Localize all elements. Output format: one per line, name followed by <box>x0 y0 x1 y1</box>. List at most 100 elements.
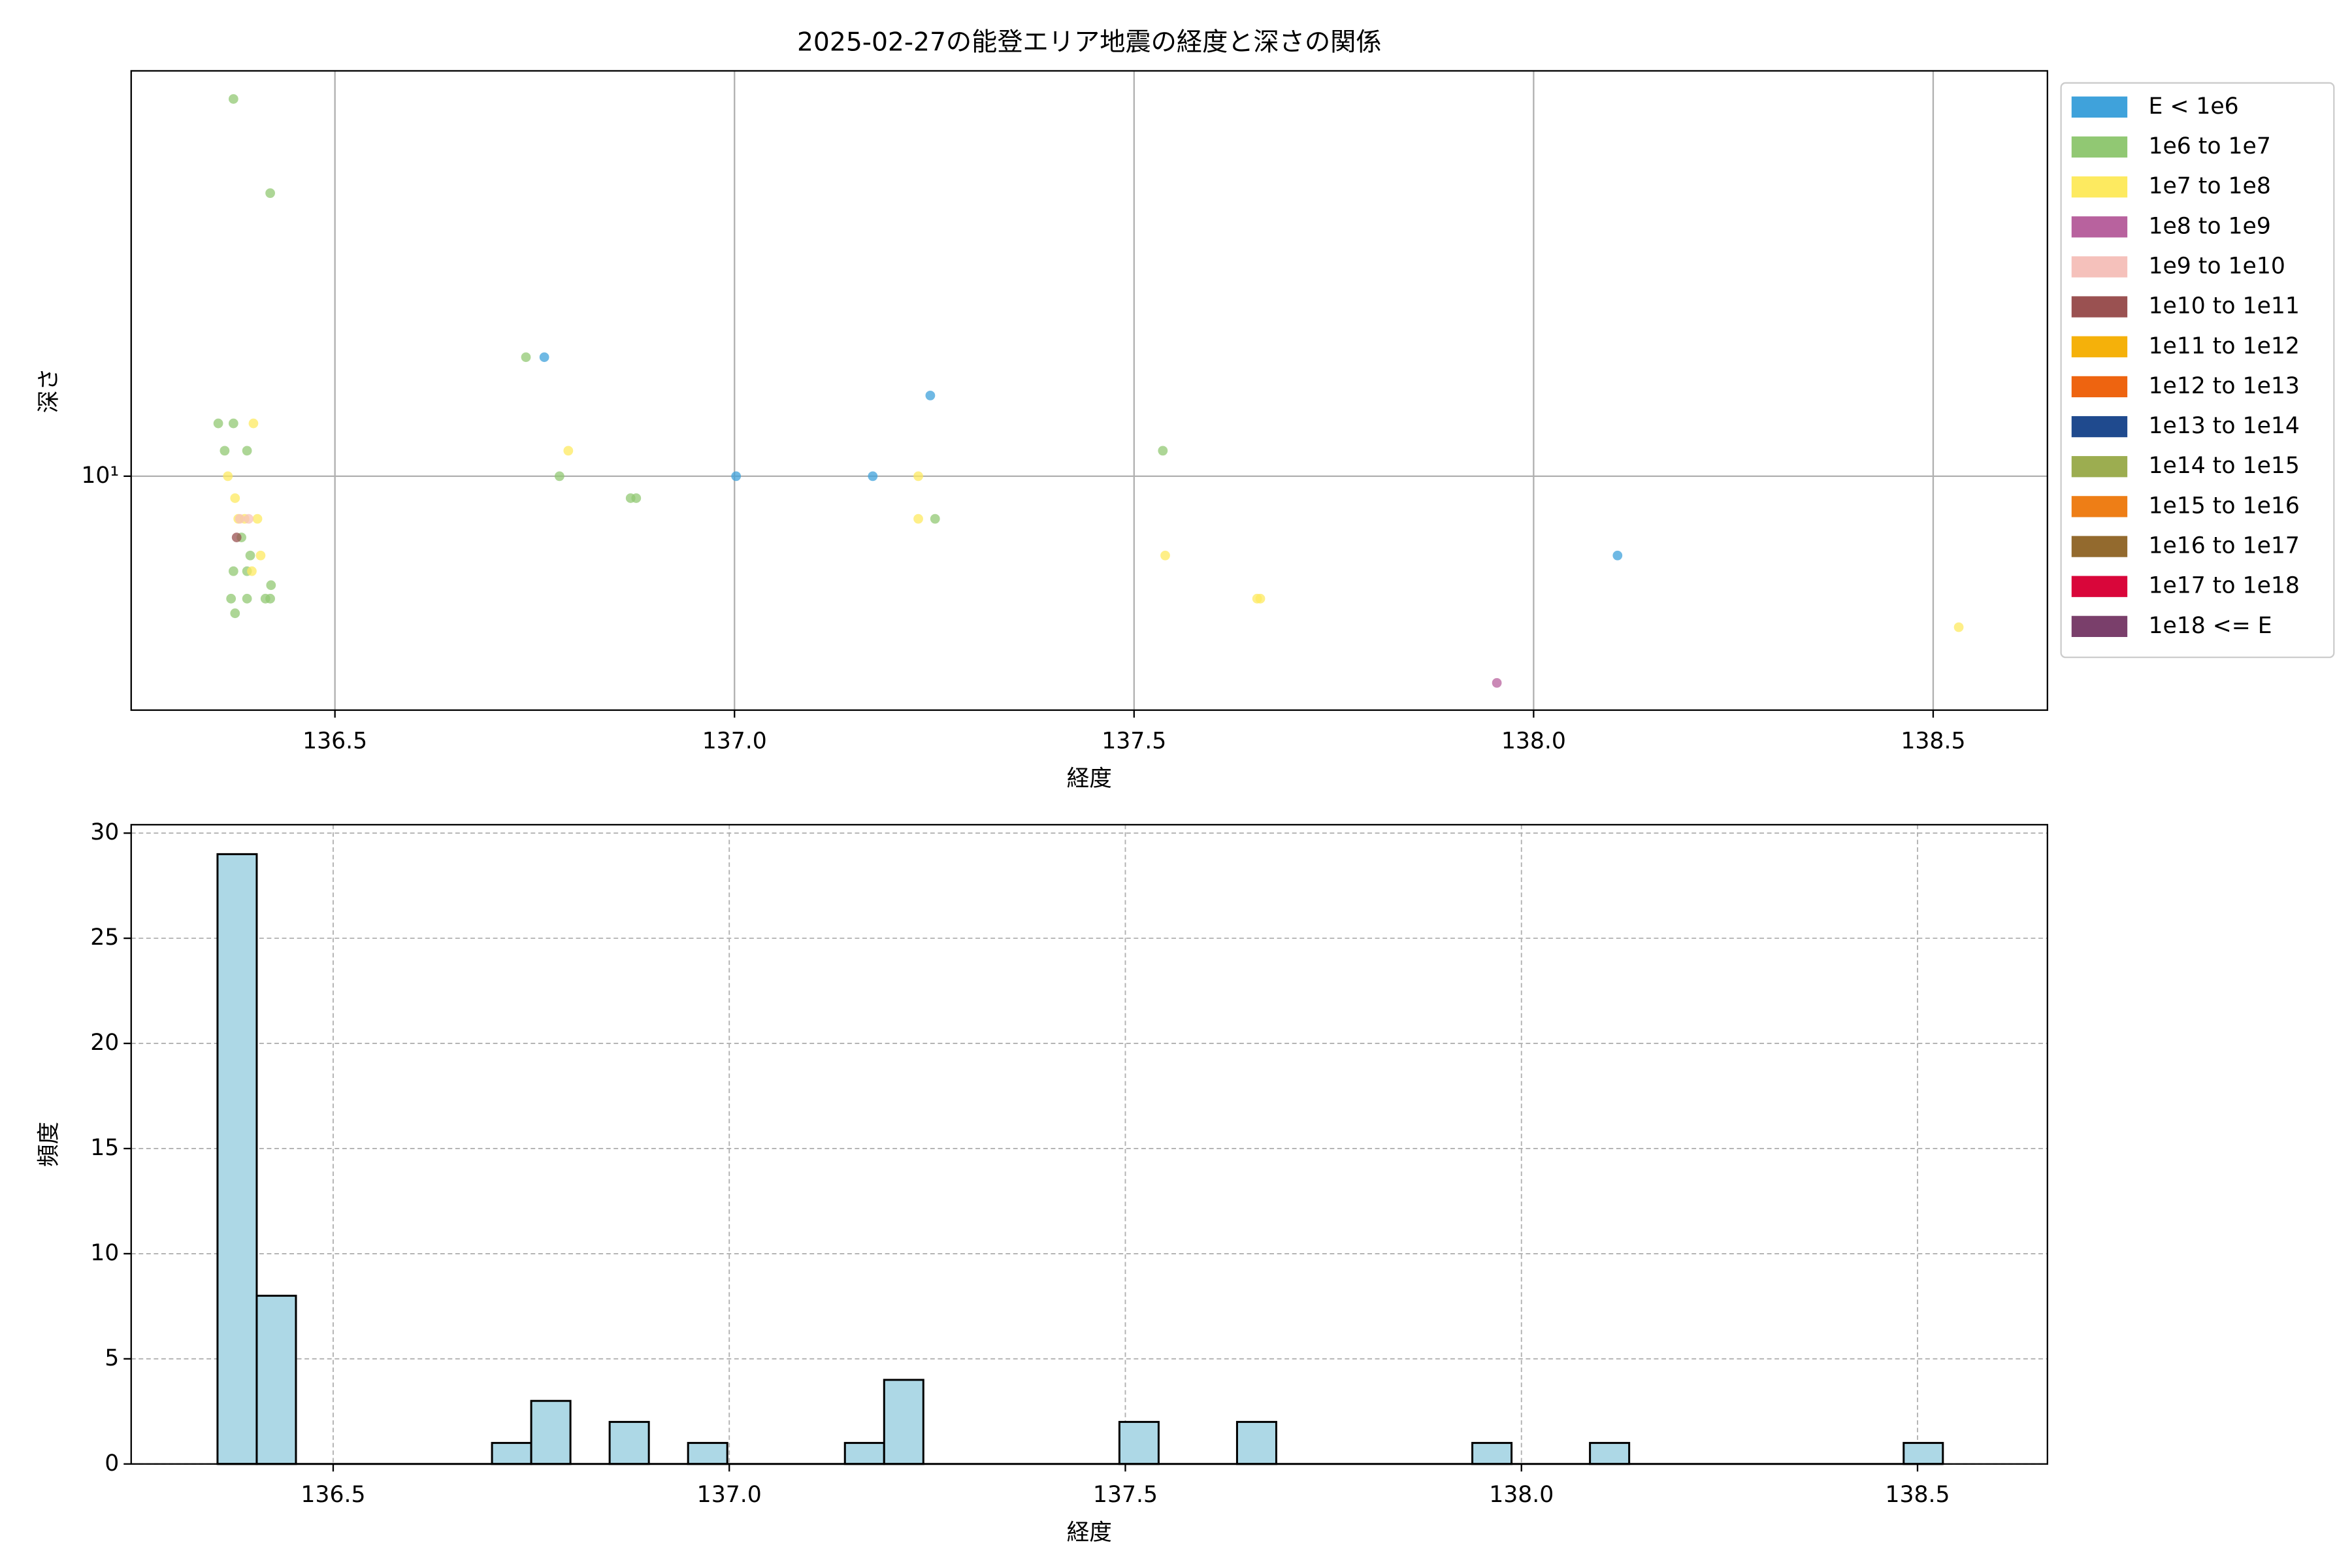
x-tick-label: 138.5 <box>1901 728 1965 754</box>
scatter-point <box>554 471 564 482</box>
scatter-point <box>868 471 878 482</box>
legend-label: 1e14 to 1e15 <box>2148 453 2299 479</box>
y-tick-label: 20 <box>90 1030 119 1056</box>
histogram-bar <box>530 1399 572 1465</box>
legend-swatch <box>2071 336 2128 357</box>
legend-swatch <box>2071 136 2128 158</box>
x-tick-label: 136.5 <box>301 1482 365 1508</box>
y-tick-label: 25 <box>90 924 119 951</box>
legend-label: 1e18 <= E <box>2148 613 2272 639</box>
scatter-point <box>228 566 238 576</box>
legend-swatch <box>2071 576 2128 597</box>
histogram-bar <box>843 1442 885 1465</box>
legend-swatch <box>2071 376 2128 398</box>
x-tick-label: 137.0 <box>697 1482 762 1508</box>
axes-frame <box>130 70 2048 711</box>
scatter-point <box>1158 446 1168 456</box>
y-tick-label: 0 <box>105 1450 119 1477</box>
scatter-point <box>265 188 275 199</box>
x-axis-label: 経度 <box>1067 1520 1112 1546</box>
x-axis-label: 経度 <box>1067 766 1112 792</box>
scatter-point <box>235 514 245 524</box>
histogram-bar <box>1118 1420 1160 1465</box>
scatter-point <box>228 94 238 104</box>
chart-title: 2025-02-27の能登エリア地震の経度と深さの関係 <box>797 27 1382 57</box>
scatter-point <box>731 471 742 482</box>
histogram-bar <box>1589 1442 1631 1465</box>
scatter-point <box>242 446 252 456</box>
scatter-point <box>245 550 255 561</box>
legend-label: 1e13 to 1e14 <box>2148 413 2299 439</box>
scatter-point <box>1492 678 1502 688</box>
legend-swatch <box>2071 536 2128 557</box>
scatter-point <box>1255 593 1266 604</box>
legend-label: 1e11 to 1e12 <box>2148 333 2299 359</box>
scatter-point <box>226 593 237 604</box>
histogram-bar <box>608 1420 650 1465</box>
scatter-point <box>248 418 259 429</box>
scatter-point <box>252 514 263 524</box>
x-tick-label: 138.5 <box>1885 1482 1950 1508</box>
scatter-point <box>230 493 240 503</box>
x-tick-label: 138.0 <box>1489 1482 1554 1508</box>
legend-swatch <box>2071 615 2128 637</box>
scatter-point <box>925 390 936 400</box>
legend-label: 1e8 to 1e9 <box>2148 213 2270 239</box>
scatter-point <box>913 514 923 524</box>
scatter-point <box>539 352 549 363</box>
legend-swatch <box>2071 296 2128 318</box>
x-tick-label: 137.0 <box>702 728 767 754</box>
scatter-point <box>231 532 242 542</box>
legend-swatch <box>2071 496 2128 517</box>
scatter-point <box>521 352 531 363</box>
histogram-bar <box>1903 1442 1944 1465</box>
scatter-point <box>930 514 940 524</box>
legend-swatch <box>2071 416 2128 438</box>
scatter-point <box>247 566 257 576</box>
scatter-point <box>242 593 252 604</box>
axes-frame <box>130 824 2048 1465</box>
y-axis-label: 深さ <box>36 368 62 413</box>
y-axis-label: 頻度 <box>36 1122 62 1167</box>
legend-box <box>2060 82 2335 659</box>
scatter-point <box>244 514 253 524</box>
x-tick-label: 137.5 <box>1102 728 1166 754</box>
scatter-point <box>230 608 240 619</box>
legend-label: 1e15 to 1e16 <box>2148 493 2299 519</box>
legend-label: 1e16 to 1e17 <box>2148 533 2299 559</box>
legend-swatch <box>2071 256 2128 278</box>
legend-swatch <box>2071 216 2128 238</box>
histogram-bar <box>255 1294 297 1465</box>
legend-label: E < 1e6 <box>2148 93 2238 120</box>
histogram-bar <box>1471 1442 1513 1465</box>
y-tick-label: 10¹ <box>81 463 119 489</box>
histogram-bar <box>883 1379 924 1465</box>
legend-label: 1e12 to 1e13 <box>2148 373 2299 399</box>
scatter-point <box>223 471 233 482</box>
histogram-bar <box>491 1442 532 1465</box>
scatter-point <box>220 446 230 456</box>
x-tick-label: 136.5 <box>302 728 367 754</box>
x-tick-label: 137.5 <box>1093 1482 1158 1508</box>
scatter-point <box>213 418 223 429</box>
legend-label: 1e6 to 1e7 <box>2148 133 2270 159</box>
scatter-point <box>563 446 574 456</box>
y-tick-label: 5 <box>105 1345 119 1371</box>
scatter-point <box>1953 622 1964 632</box>
scatter-point <box>265 593 275 604</box>
scatter-point <box>266 580 276 591</box>
legend-swatch <box>2071 96 2128 118</box>
histogram-bar <box>216 853 258 1465</box>
legend-label: 1e17 to 1e18 <box>2148 573 2299 599</box>
scatter-point <box>228 418 238 429</box>
legend-swatch <box>2071 176 2128 198</box>
scatter-point <box>631 493 642 503</box>
legend-label: 1e7 to 1e8 <box>2148 173 2270 199</box>
legend-swatch <box>2071 456 2128 478</box>
scatter-point <box>255 550 266 561</box>
legend-label: 1e10 to 1e11 <box>2148 293 2299 319</box>
y-tick-label: 10 <box>90 1240 119 1266</box>
legend-label: 1e9 to 1e10 <box>2148 253 2285 279</box>
